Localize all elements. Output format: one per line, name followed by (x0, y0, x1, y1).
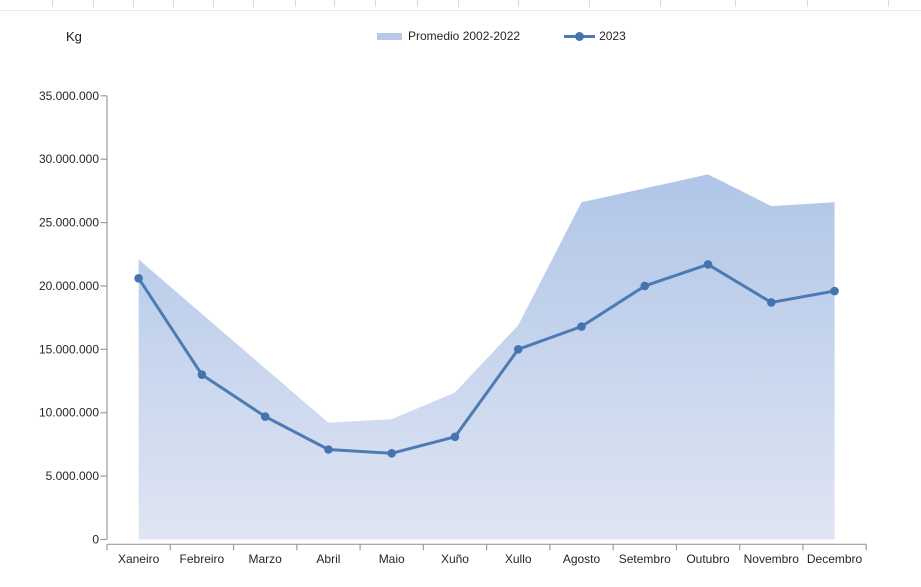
x-axis-label: Xullo (505, 552, 532, 566)
x-axis-label: Setembro (619, 552, 671, 566)
data-point-2023 (197, 370, 207, 379)
line-2023-series (134, 260, 839, 458)
data-point-2023 (134, 274, 143, 283)
data-point-2023 (387, 448, 397, 458)
x-axis-label: Outubro (686, 552, 730, 566)
x-axis: Xaneiro Febreiro Marzo Abril Maio Xuño Xullo Ag… (106, 543, 867, 566)
x-axis-label: Febreiro (180, 552, 225, 566)
y-tick-label: 35.000.000 (39, 89, 99, 103)
promedio-area-series (138, 174, 835, 540)
promedio-area-shape (138, 174, 835, 540)
legend-label-2023: 2023 (599, 29, 626, 43)
data-point-2023 (830, 286, 839, 296)
line-swatch-icon (564, 31, 596, 41)
y-tick-label: 20.000.000 (39, 279, 99, 293)
top-ruler (0, 0, 921, 11)
data-point-2023 (260, 412, 270, 421)
data-point-2023 (767, 298, 776, 307)
data-point-2023 (577, 322, 586, 331)
legend: Promedio 2002-2022 2023 (377, 29, 626, 43)
line-swatch-dot (575, 31, 585, 41)
y-tick-label: 10.000.000 (39, 406, 99, 420)
y-tick-label: 5.000.000 (46, 469, 100, 483)
line-2023-path (137, 262, 837, 455)
x-axis-label: Maio (379, 552, 405, 566)
x-axis-label: Marzo (248, 552, 282, 566)
legend-item-promedio: Promedio 2002-2022 (377, 29, 520, 43)
y-tick-label: 0 (92, 533, 99, 547)
x-axis-label: Xaneiro (118, 552, 160, 566)
x-axis-label: Abril (316, 552, 340, 566)
y-tick-label: 30.000.000 (39, 152, 99, 166)
data-point-2023 (513, 345, 523, 354)
legend-item-2023: 2023 (564, 29, 626, 43)
y-axis-unit-label: Kg (66, 29, 82, 44)
data-point-2023 (324, 445, 333, 454)
data-point-2023 (450, 432, 460, 442)
y-tick-label: 15.000.000 (39, 342, 99, 356)
data-point-2023 (640, 281, 650, 291)
legend-label-promedio: Promedio 2002-2022 (408, 29, 521, 43)
x-axis-label: Novembro (744, 552, 800, 566)
x-axis-label: Decembro (807, 552, 863, 566)
area-swatch-icon (377, 32, 402, 40)
y-tick-label: 25.000.000 (39, 216, 99, 230)
y-axis: 0 5.000.000 10.000.000 15.000.000 20.000.000… (39, 89, 108, 547)
x-axis-label: Xuño (441, 552, 469, 566)
x-axis-label: Agosto (563, 552, 601, 566)
data-point-2023 (703, 260, 713, 269)
